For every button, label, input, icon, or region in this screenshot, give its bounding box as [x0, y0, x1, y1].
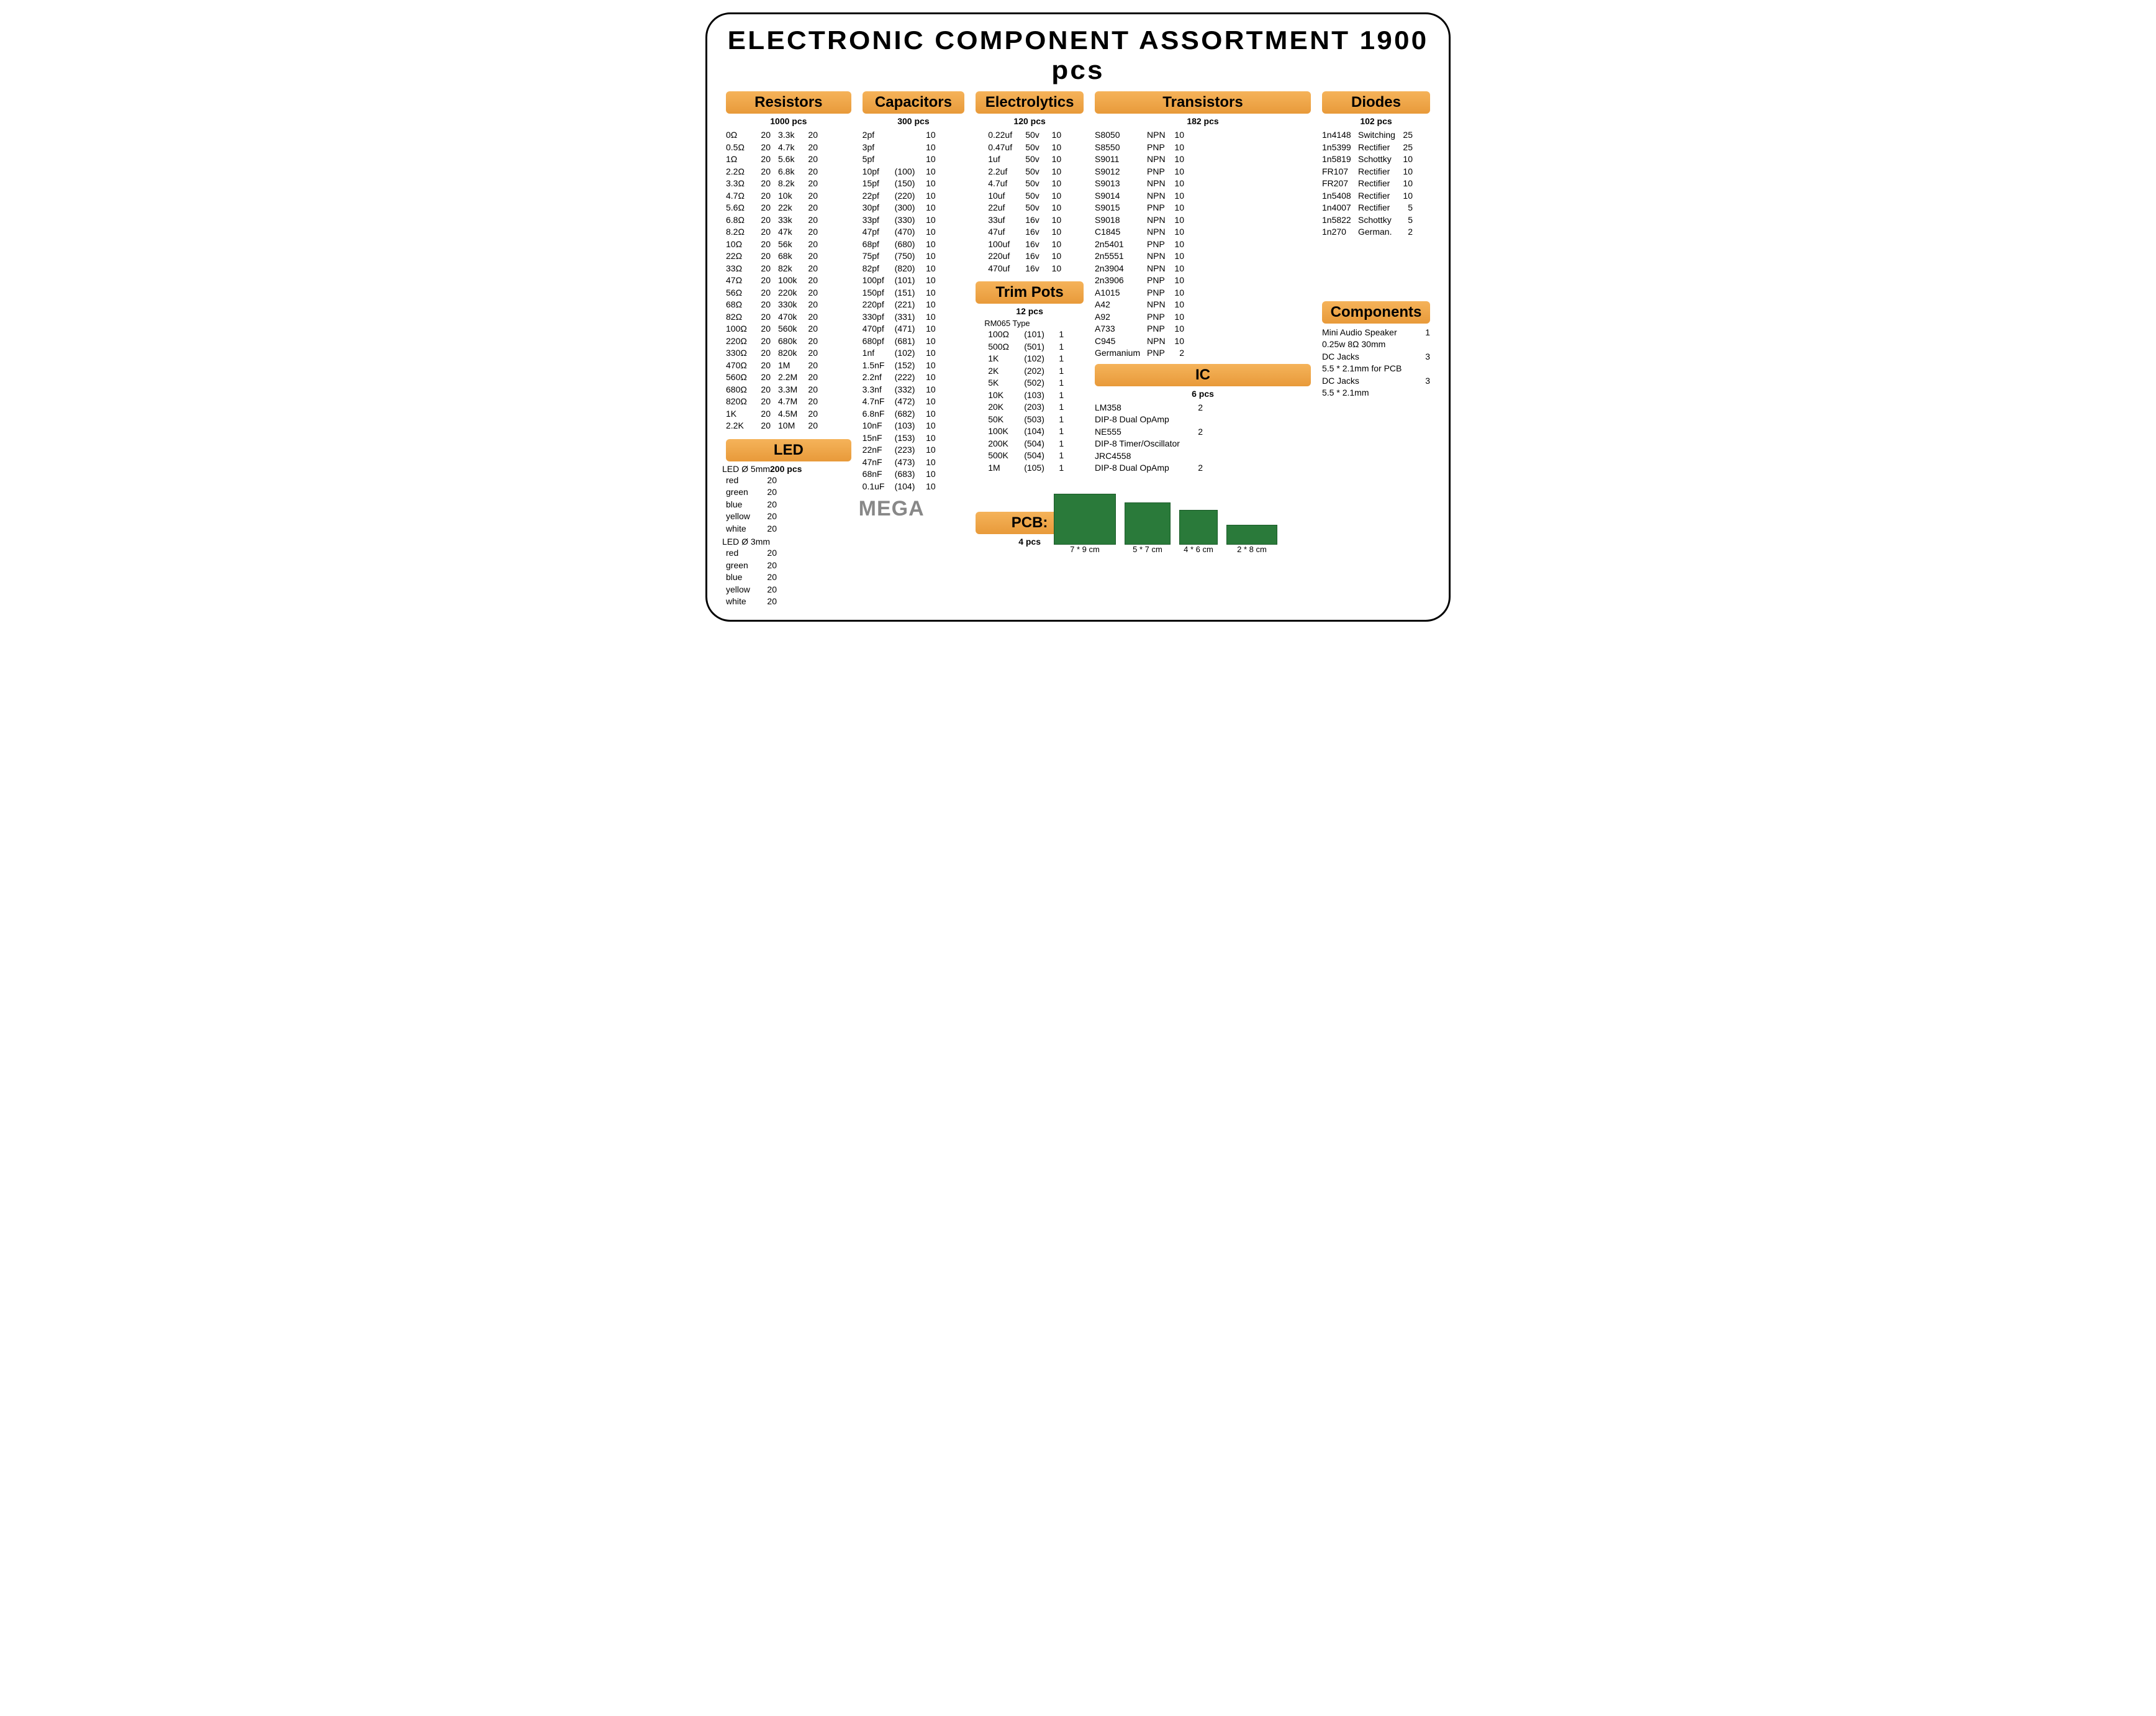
- badge-ic: IC: [1095, 364, 1311, 386]
- transistors-count: 182 pcs: [1091, 116, 1315, 126]
- col-5: Diodes 102 pcs 1n4148Switching251n5399Re…: [1318, 90, 1434, 609]
- main-title: ELECTRONIC COMPONENT ASSORTMENT 1900 pcs: [704, 25, 1451, 85]
- pcb-boards-row: 7 * 9 cm5 * 7 cm4 * 6 cm2 * 8 cm: [1054, 494, 1277, 554]
- columns: Resistors 1000 pcs 0Ω200.5Ω201Ω202.2Ω203…: [722, 90, 1434, 609]
- col-2: Capacitors 300 pcs 2pf103pf105pf1010pf(1…: [859, 90, 969, 609]
- badge-transistors: Transistors: [1095, 91, 1311, 114]
- capacitors-count: 300 pcs: [859, 116, 969, 126]
- led-3mm-table: red20green20blue20yellow20white20: [722, 547, 781, 609]
- led-count: 200 pcs: [770, 464, 802, 474]
- trimpots-table: 100Ω(101)1500Ω(501)11K(102)12K(202)15K(5…: [984, 328, 1067, 474]
- mega-label: MEGA: [859, 497, 969, 521]
- diodes-table: 1n4148Switching251n5399Rectifier251n5819…: [1318, 129, 1416, 239]
- badge-capacitors: Capacitors: [863, 91, 965, 114]
- resistors-table-right: 3.3k204.7k205.6k206.8k208.2k2010k2022k20…: [774, 129, 822, 433]
- diodes-count: 102 pcs: [1318, 116, 1434, 126]
- assortment-card: ELECTRONIC COMPONENT ASSORTMENT 1900 pcs…: [705, 12, 1451, 622]
- trimpots-count: 12 pcs: [972, 306, 1087, 316]
- components-table: Mini Audio Speaker10.25w 8Ω 30mmDC Jacks…: [1318, 326, 1434, 400]
- badge-led: LED: [726, 439, 851, 461]
- resistors-table-left: 0Ω200.5Ω201Ω202.2Ω203.3Ω204.7Ω205.6Ω206.…: [722, 129, 774, 433]
- led-5mm-header: LED Ø 5mm: [722, 464, 770, 474]
- capacitors-table: 2pf103pf105pf1010pf(100)1015pf(150)1022p…: [859, 129, 940, 493]
- badge-resistors: Resistors: [726, 91, 851, 114]
- transistors-table: S8050NPN10S8550PNP10S9011NPN10S9012PNP10…: [1091, 129, 1188, 360]
- led-3mm-header: LED Ø 3mm: [722, 537, 802, 547]
- badge-components: Components: [1322, 301, 1430, 324]
- led-5mm-table: red20green20blue20yellow20white20: [722, 474, 781, 536]
- ic-count: 6 pcs: [1091, 389, 1315, 399]
- ic-table: LM3582DIP-8 Dual OpAmpNE5552DIP-8 Timer/…: [1091, 401, 1207, 475]
- trimpots-type: RM065 Type: [984, 319, 1087, 328]
- electrolytics-table: 0.22uf50v100.47uf50v101uf50v102.2uf50v10…: [984, 129, 1065, 275]
- badge-trimpots: Trim Pots: [976, 281, 1084, 304]
- col-1: Resistors 1000 pcs 0Ω200.5Ω201Ω202.2Ω203…: [722, 90, 855, 609]
- col-4: Transistors 182 pcs S8050NPN10S8550PNP10…: [1091, 90, 1315, 609]
- badge-electrolytics: Electrolytics: [976, 91, 1084, 114]
- badge-diodes: Diodes: [1322, 91, 1430, 114]
- resistors-count: 1000 pcs: [722, 116, 855, 126]
- electrolytics-count: 120 pcs: [972, 116, 1087, 126]
